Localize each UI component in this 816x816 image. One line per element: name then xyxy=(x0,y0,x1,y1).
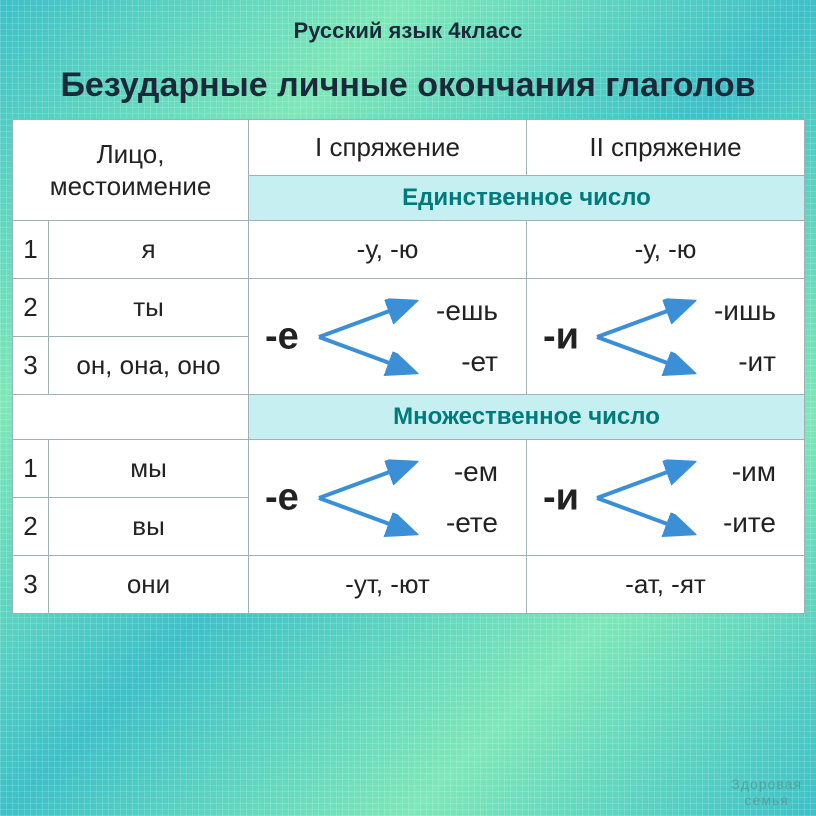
row-num: 1 xyxy=(13,221,49,279)
vowel-c1: -е xyxy=(265,315,299,358)
pronoun-pl2: вы xyxy=(49,498,249,556)
subject-label: Русский язык 4класс xyxy=(12,18,804,44)
ending-sg1-c2: -у, -ю xyxy=(527,221,805,279)
watermark: Здоровая семья xyxy=(731,777,802,808)
section-plural: Множественное число xyxy=(249,395,805,440)
ending-pl2-c1: -ете xyxy=(446,507,498,539)
bracket-pl-c1: -е -ем -ете xyxy=(249,440,527,556)
row-num: 3 xyxy=(13,337,49,395)
ending-pl2-c2: -ите xyxy=(723,507,776,539)
pronoun-pl3: они xyxy=(49,556,249,614)
header-conj2: II спряжение xyxy=(527,120,805,176)
arrow-icon xyxy=(311,289,421,385)
row-num: 2 xyxy=(13,498,49,556)
header-conj1: I спряжение xyxy=(249,120,527,176)
pronoun-pl1: мы xyxy=(49,440,249,498)
bracket-pl-c2: -и -им -ите xyxy=(527,440,805,556)
ending-pl3-c2: -ат, -ят xyxy=(527,556,805,614)
header-person-l2: местоимение xyxy=(50,171,212,201)
watermark-l1: Здоровая xyxy=(731,776,802,792)
arrow-icon xyxy=(589,289,699,385)
vowel-c1: -е xyxy=(265,476,299,519)
ending-pl3-c1: -ут, -ют xyxy=(249,556,527,614)
ending-sg1-c1: -у, -ю xyxy=(249,221,527,279)
ending-sg2-c2: -ишь xyxy=(714,295,776,327)
arrow-icon xyxy=(589,450,699,546)
header-person: Лицо, местоимение xyxy=(13,120,249,221)
header-person-l1: Лицо, xyxy=(97,139,165,169)
row-num: 1 xyxy=(13,440,49,498)
bracket-sg-c2: -и -ишь -ит xyxy=(527,279,805,395)
vowel-c2: -и xyxy=(543,476,579,519)
arrow-icon xyxy=(311,450,421,546)
pronoun-sg1: я xyxy=(49,221,249,279)
chart-container: Русский язык 4класс Безударные личные ок… xyxy=(0,0,816,626)
ending-pl1-c1: -ем xyxy=(454,456,498,488)
ending-sg3-c1: -ет xyxy=(461,346,498,378)
bracket-sg-c1: -е -ешь -ет xyxy=(249,279,527,395)
ending-sg2-c1: -ешь xyxy=(436,295,498,327)
section-singular: Единственное число xyxy=(249,176,805,221)
pronoun-sg3: он, она, оно xyxy=(49,337,249,395)
vowel-c2: -и xyxy=(543,315,579,358)
ending-pl1-c2: -им xyxy=(732,456,776,488)
row-num: 2 xyxy=(13,279,49,337)
ending-sg3-c2: -ит xyxy=(738,346,776,378)
pronoun-sg2: ты xyxy=(49,279,249,337)
page-title: Безударные личные окончания глаголов xyxy=(12,66,804,105)
row-num: 3 xyxy=(13,556,49,614)
conjugation-table: Лицо, местоимение I спряжение II спряжен… xyxy=(12,119,805,614)
watermark-l2: семья xyxy=(745,792,789,808)
